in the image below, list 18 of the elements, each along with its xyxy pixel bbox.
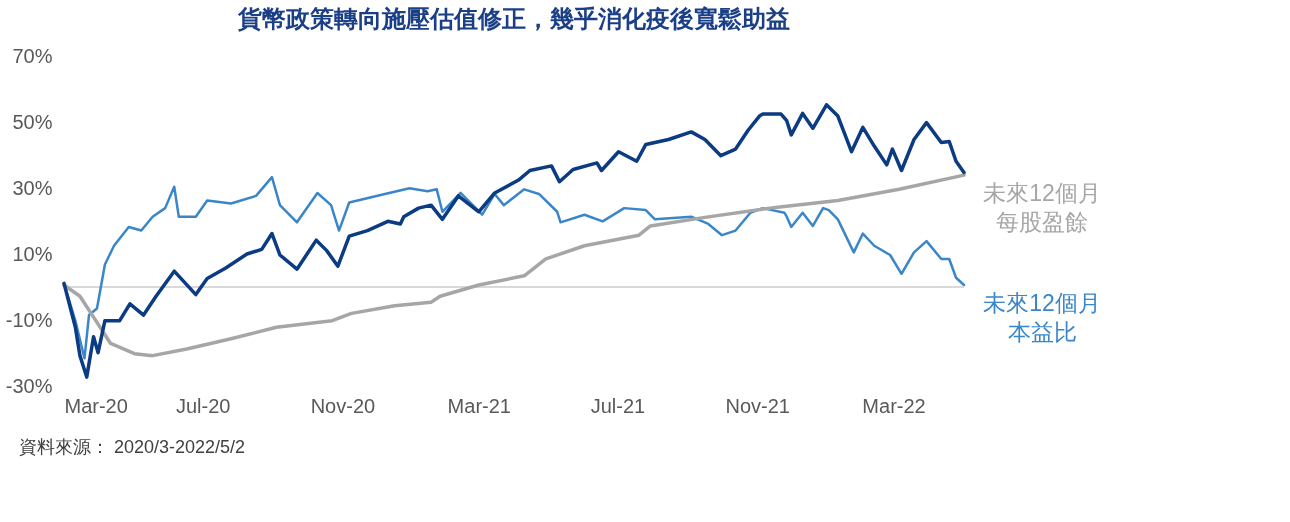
line-series <box>62 103 966 379</box>
x-tick-label: Mar-21 <box>447 394 511 417</box>
y-tick-label: -10% <box>5 308 53 331</box>
y-tick-label: 70% <box>12 44 53 67</box>
source-note: 資料來源： 2020/3-2022/5/2 <box>19 437 246 457</box>
y-tick-label: 10% <box>12 242 53 265</box>
x-tick-label: Mar-20 <box>64 394 128 417</box>
x-tick-label: Mar-22 <box>862 394 926 417</box>
y-tick-label: -30% <box>5 374 53 397</box>
x-tick-label: Jul-20 <box>175 394 231 417</box>
x-tick-label: Jul-21 <box>590 394 646 417</box>
y-tick-label: 50% <box>12 110 53 133</box>
series-label: 未來12個月每股盈餘 <box>983 180 1101 236</box>
chart-title: 貨幣政策轉向施壓估值修正，幾乎消化疫後寬鬆助益 <box>237 5 790 32</box>
series-label: 未來12個月本益比 <box>983 290 1101 346</box>
x-tick-label: Nov-21 <box>725 394 790 417</box>
x-tick-label: Nov-20 <box>310 394 376 417</box>
y-tick-label: 30% <box>12 176 53 199</box>
